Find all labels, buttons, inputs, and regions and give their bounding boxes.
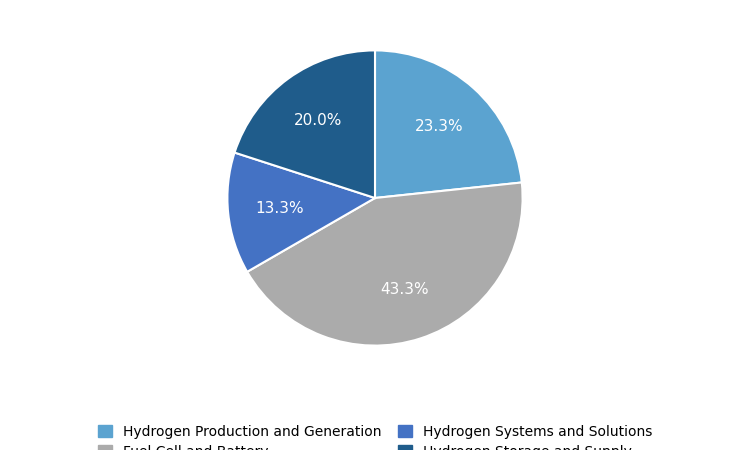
- Wedge shape: [235, 50, 375, 198]
- Legend: Hydrogen Production and Generation, Fuel Cell and Battery, Hydrogen Systems and : Hydrogen Production and Generation, Fuel…: [92, 419, 658, 450]
- Wedge shape: [375, 50, 522, 198]
- Text: 23.3%: 23.3%: [415, 119, 464, 134]
- Text: 13.3%: 13.3%: [255, 201, 304, 216]
- Text: 43.3%: 43.3%: [380, 282, 429, 297]
- Wedge shape: [248, 183, 523, 346]
- Wedge shape: [227, 153, 375, 272]
- Text: 20.0%: 20.0%: [294, 113, 343, 128]
